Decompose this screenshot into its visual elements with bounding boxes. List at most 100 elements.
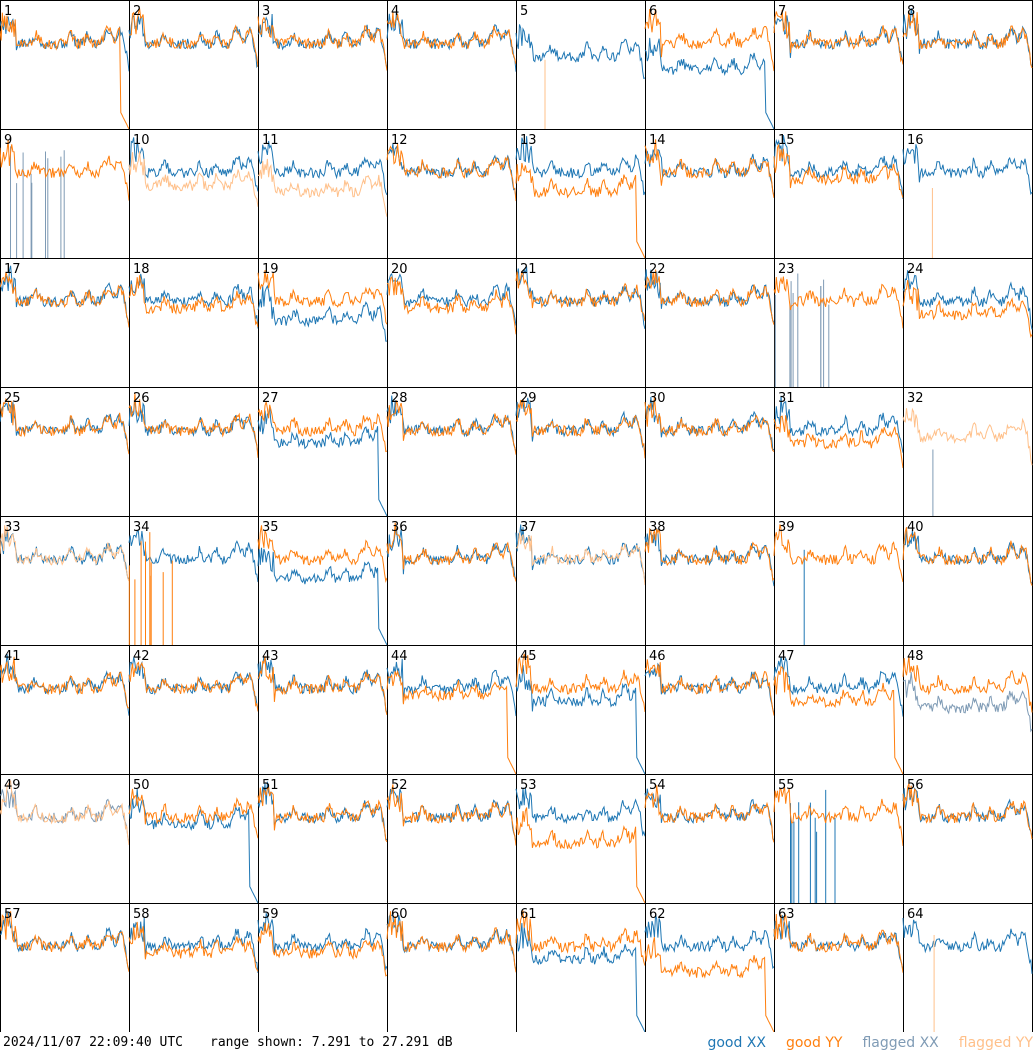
panel-label: 24 bbox=[907, 262, 924, 277]
panel-frame bbox=[387, 0, 517, 130]
series-good-yy bbox=[257, 655, 388, 716]
panel-38: 38 bbox=[644, 516, 775, 646]
panel-label: 47 bbox=[778, 649, 795, 664]
series-flagged-xx bbox=[902, 672, 1033, 733]
panel-42: 42 bbox=[128, 645, 259, 775]
panel-label: 45 bbox=[520, 649, 537, 664]
panel-39: 39 bbox=[773, 516, 904, 646]
series-good-yy bbox=[386, 522, 517, 582]
panel-frame bbox=[129, 0, 259, 130]
series-good-xx bbox=[515, 923, 646, 1032]
panel-label: 43 bbox=[262, 649, 279, 664]
panel-frame bbox=[516, 516, 646, 646]
panel-frame bbox=[774, 774, 904, 904]
series-good-yy bbox=[257, 784, 388, 843]
panel-label: 6 bbox=[649, 4, 657, 19]
series-good-xx bbox=[515, 665, 646, 775]
series-good-yy bbox=[0, 139, 130, 201]
legend-good-yy: good YY bbox=[785, 1035, 843, 1051]
series-good-xx bbox=[644, 37, 775, 130]
panel-label: 18 bbox=[133, 262, 150, 277]
series-good-yy bbox=[902, 783, 1033, 840]
panel-label: 14 bbox=[649, 133, 666, 148]
panel-64: 64 bbox=[902, 903, 1033, 1032]
series-good-xx bbox=[128, 788, 259, 904]
series-good-xx bbox=[515, 397, 646, 456]
panel-36: 36 bbox=[386, 516, 517, 646]
panel-label: 58 bbox=[133, 907, 150, 922]
panel-frame bbox=[0, 387, 130, 517]
panel-frame bbox=[258, 258, 388, 388]
panel-frame bbox=[516, 903, 646, 1032]
panel-21: 21 bbox=[515, 258, 646, 388]
panel-frame bbox=[645, 129, 775, 259]
panel-frame bbox=[645, 387, 775, 517]
panel-label: 55 bbox=[778, 778, 795, 793]
panel-frame bbox=[903, 258, 1033, 388]
series-good-yy bbox=[644, 527, 775, 582]
series-good-yy bbox=[644, 139, 775, 198]
series-good-yy bbox=[773, 415, 904, 469]
panel-frame bbox=[387, 903, 517, 1032]
series-good-yy bbox=[0, 271, 130, 328]
panel-label: 8 bbox=[907, 4, 915, 19]
panel-62: 62 bbox=[644, 903, 775, 1032]
series-good-yy bbox=[128, 921, 259, 972]
panel-frame bbox=[516, 774, 646, 904]
panel-frame bbox=[516, 387, 646, 517]
panel-27: 27 bbox=[257, 387, 388, 517]
panel-33: 33 bbox=[0, 516, 130, 646]
series-good-yy bbox=[0, 656, 130, 709]
panel-label: 59 bbox=[262, 907, 279, 922]
series-flagged-yy bbox=[257, 158, 388, 217]
panel-frame bbox=[0, 645, 130, 775]
series-good-yy bbox=[902, 10, 1033, 69]
panel-22: 22 bbox=[644, 258, 775, 388]
panel-label: 29 bbox=[520, 391, 537, 406]
series-good-yy bbox=[0, 12, 130, 130]
panel-label: 5 bbox=[520, 4, 528, 19]
panel-49: 49 bbox=[0, 774, 130, 904]
panel-50: 50 bbox=[128, 774, 259, 904]
series-good-xx bbox=[386, 12, 517, 72]
panel-frame bbox=[0, 516, 130, 646]
panel-label: 21 bbox=[520, 262, 537, 277]
panel-label: 19 bbox=[262, 262, 279, 277]
panel-label: 17 bbox=[4, 262, 21, 277]
panel-46: 46 bbox=[644, 645, 775, 775]
panel-61: 61 bbox=[515, 903, 646, 1032]
panel-frame bbox=[258, 645, 388, 775]
panel-label: 28 bbox=[391, 391, 408, 406]
panel-label: 30 bbox=[649, 391, 666, 406]
panel-frame bbox=[774, 516, 904, 646]
footer-bar: 2024/11/07 22:09:40 UTC range shown: 7.2… bbox=[0, 1032, 1033, 1053]
panel-frame bbox=[516, 258, 646, 388]
panel-28: 28 bbox=[386, 387, 517, 517]
panel-34: 34 bbox=[128, 516, 259, 646]
panel-frame bbox=[903, 774, 1033, 904]
panel-23: 23 bbox=[773, 258, 904, 388]
panel-label: 15 bbox=[778, 133, 795, 148]
series-good-xx bbox=[902, 270, 1033, 330]
panel-35: 35 bbox=[257, 516, 388, 646]
series-good-xx bbox=[257, 911, 388, 971]
series-flagged-yy bbox=[0, 779, 130, 846]
series-good-yy bbox=[257, 525, 388, 583]
panel-18: 18 bbox=[128, 258, 259, 388]
panel-frame bbox=[129, 774, 259, 904]
series-good-yy bbox=[902, 527, 1033, 586]
series-good-yy bbox=[257, 401, 388, 453]
series-good-yy bbox=[515, 399, 646, 459]
series-good-xx bbox=[773, 656, 904, 717]
panel-label: 40 bbox=[907, 520, 924, 535]
panel-label: 20 bbox=[391, 262, 408, 277]
panel-44: 44 bbox=[386, 645, 517, 775]
series-good-yy bbox=[515, 807, 646, 904]
panel-frame bbox=[387, 258, 517, 388]
series-good-yy bbox=[773, 276, 904, 329]
panel-label: 60 bbox=[391, 907, 408, 922]
panel-frame bbox=[645, 645, 775, 775]
series-good-yy bbox=[386, 400, 517, 455]
series-good-xx bbox=[257, 140, 388, 196]
series-good-yy bbox=[515, 910, 646, 966]
